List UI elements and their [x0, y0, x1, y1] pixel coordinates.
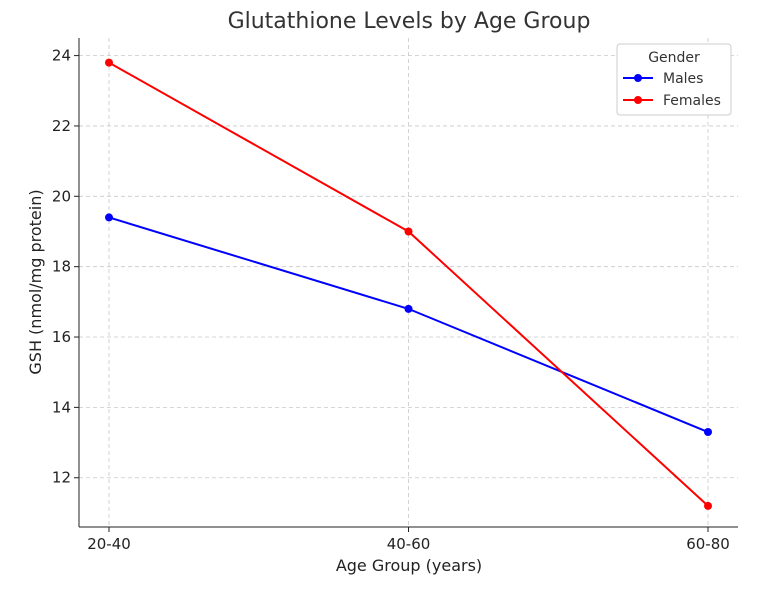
series-layer — [105, 58, 712, 510]
series-females — [105, 58, 712, 510]
legend-label: Females — [663, 93, 721, 109]
data-point — [704, 428, 712, 437]
y-tick-label: 22 — [52, 117, 71, 135]
data-point — [105, 58, 113, 67]
x-tick-label: 40-60 — [387, 535, 431, 553]
x-axis: 20-40 40-60 60-80 — [79, 526, 738, 553]
x-tick-label: 20-40 — [87, 535, 131, 553]
chart-title: Glutathione Levels by Age Group — [228, 9, 591, 34]
y-axis: 12 14 16 18 20 22 24 — [52, 38, 80, 527]
data-point — [704, 501, 712, 510]
legend-item-females: Females — [623, 93, 721, 109]
series-males — [105, 213, 712, 437]
x-axis-label: Age Group (years) — [336, 556, 482, 575]
data-point — [105, 213, 113, 222]
legend-label: Males — [663, 71, 703, 87]
y-tick-label: 18 — [52, 258, 71, 276]
legend-items: Males Females — [623, 71, 721, 109]
legend-swatch-marker — [634, 96, 642, 104]
y-tick-label: 16 — [52, 328, 71, 346]
legend: Gender Males Females — [616, 43, 732, 116]
legend-swatch-marker — [634, 74, 642, 82]
y-tick-label: 20 — [52, 187, 71, 205]
legend-item-males: Males — [623, 71, 703, 87]
legend-box — [616, 43, 732, 116]
x-tick-label: 60-80 — [686, 535, 730, 553]
data-point — [404, 227, 413, 236]
legend-title: Gender — [648, 50, 700, 66]
y-tick-label: 24 — [52, 47, 71, 65]
y-axis-label: GSH (nmol/mg protein) — [26, 189, 45, 374]
y-tick-label: 14 — [52, 398, 71, 416]
data-point — [404, 304, 413, 313]
y-tick-label: 12 — [52, 469, 71, 487]
